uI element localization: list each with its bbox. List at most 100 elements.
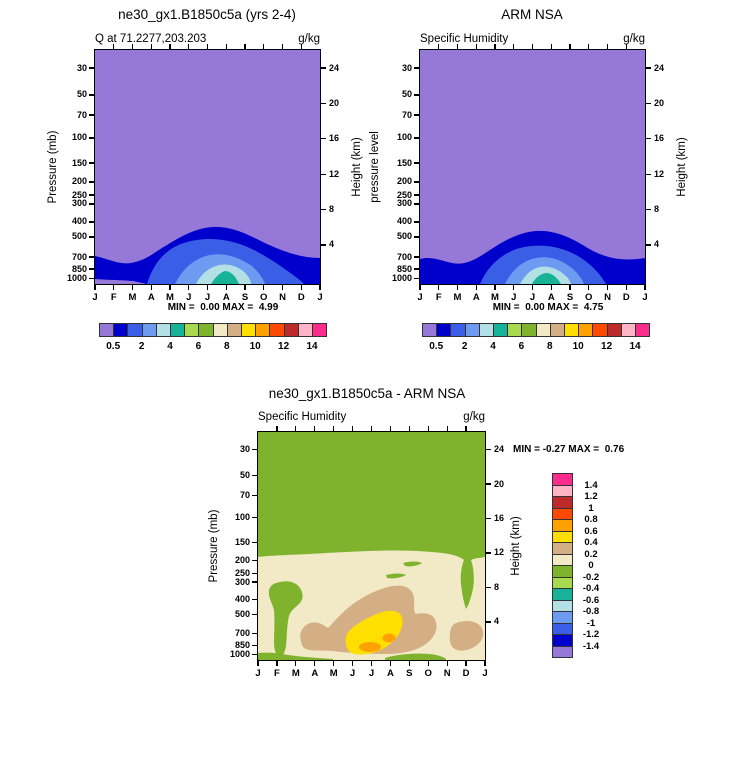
month-label: N <box>604 292 611 303</box>
month-label: J <box>511 292 517 303</box>
top-axis-tick <box>513 44 515 50</box>
pressure-tick <box>414 277 420 279</box>
month-label: J <box>317 292 323 303</box>
height-tick <box>485 621 491 623</box>
height-tick <box>645 208 651 211</box>
colorbar-cell <box>478 323 494 337</box>
colorbar-cell <box>549 323 565 337</box>
colorbar-label: 0.4 <box>584 537 598 548</box>
height-tick-label: 12 <box>494 547 505 558</box>
pressure-tick-label: 200 <box>71 176 87 187</box>
colorbar-label: -1 <box>586 617 596 629</box>
obs-units-label: g/kg <box>623 33 645 45</box>
top-axis-tick <box>550 44 552 50</box>
contour-band-neg-strip-bottom-left <box>258 652 333 660</box>
pressure-tick-label: 700 <box>71 251 87 262</box>
colorbar-label: 2 <box>138 341 145 352</box>
obs-minmax-label: MIN = 0.00 MAX = 4.75 <box>492 302 604 313</box>
top-axis-tick <box>188 44 190 50</box>
colorbar-label: 0.5 <box>106 341 121 352</box>
month-label: A <box>547 292 555 303</box>
month-tick <box>475 284 477 290</box>
pressure-tick-label: 300 <box>234 576 250 587</box>
month-tick <box>263 284 265 290</box>
month-tick <box>513 284 515 290</box>
pressure-tick <box>89 94 95 96</box>
obs-contour-plot <box>420 50 645 284</box>
month-tick <box>319 284 321 290</box>
month-tick <box>281 284 284 290</box>
month-tick <box>257 660 259 666</box>
diff-subtitle-row: Specific Humidity g/kg <box>258 411 485 423</box>
height-tick-label: 24 <box>654 62 665 73</box>
colorbar-cell <box>170 323 186 337</box>
contour-band-0.4-0.6 <box>345 610 403 655</box>
pressure-tick-label: 100 <box>396 132 412 143</box>
month-label: J <box>255 668 261 679</box>
month-label: M <box>453 292 462 303</box>
contour-band-0.6-0.8-a <box>359 642 381 652</box>
height-tick-label: 8 <box>654 204 660 215</box>
colorbar-label: -1.4 <box>582 640 600 652</box>
pressure-tick-label: 50 <box>401 89 412 100</box>
top-axis-tick <box>263 44 265 50</box>
contour-band-neg-blob-feb <box>268 581 303 658</box>
month-tick <box>484 660 486 666</box>
month-tick <box>314 660 316 666</box>
month-tick <box>588 284 590 290</box>
pressure-tick <box>89 203 95 205</box>
month-tick <box>419 284 421 290</box>
colorbar-cell <box>493 323 509 337</box>
diff-variable-label: Specific Humidity <box>258 411 347 423</box>
colorbar-label: 12 <box>601 341 613 352</box>
height-tick-label: 8 <box>494 581 500 592</box>
contour-band-neg-sliver-1 <box>403 561 422 567</box>
month-tick <box>300 284 302 290</box>
colorbar-cell <box>592 323 608 337</box>
top-axis-tick <box>446 426 448 432</box>
height-tick-label: 16 <box>494 513 505 523</box>
model-subtitle-row: Q at 71.2277,203.203 g/kg <box>95 33 320 45</box>
pressure-tick-label: 850 <box>396 263 412 274</box>
top-axis-tick <box>531 44 534 50</box>
colorbar-label: 10 <box>249 341 261 352</box>
pressure-tick-label: 70 <box>76 109 87 120</box>
month-tick <box>644 284 646 290</box>
top-axis-tick <box>427 426 429 432</box>
pressure-tick-label: 400 <box>71 216 87 227</box>
top-axis-tick <box>281 44 284 50</box>
diff-minmax-label: MIN = -0.27 MAX = 0.76 <box>513 444 625 455</box>
model-contour-plot <box>95 50 320 284</box>
diff-units-label: g/kg <box>463 411 485 423</box>
height-tick-label: 16 <box>654 133 665 144</box>
pressure-tick <box>414 181 420 183</box>
colorbar-label: 1 <box>588 502 594 514</box>
month-tick <box>131 284 134 290</box>
month-label: J <box>482 668 488 679</box>
pressure-tick-label: 250 <box>234 567 250 578</box>
month-tick <box>408 660 410 666</box>
colorbar-cell <box>507 323 523 337</box>
month-tick <box>389 660 391 666</box>
height-tick <box>645 173 651 175</box>
month-label: J <box>92 292 98 303</box>
colorbar-label: 14 <box>629 341 641 352</box>
colorbar-cell <box>450 323 466 337</box>
colorbar-label: 1.4 <box>584 479 598 491</box>
month-label: N <box>279 292 286 303</box>
pressure-tick-label: 250 <box>396 189 412 200</box>
month-tick <box>188 284 190 290</box>
colorbar-cell <box>241 323 257 337</box>
height-tick-label: 20 <box>494 478 505 489</box>
pressure-tick-label: 1000 <box>66 272 87 283</box>
pressure-tick-label: 150 <box>71 157 87 168</box>
month-label: O <box>585 292 593 303</box>
pressure-tick <box>252 494 258 496</box>
height-tick-label: 12 <box>654 168 665 179</box>
top-axis-tick <box>314 426 316 432</box>
colorbar-label: -0.2 <box>582 571 600 583</box>
pressure-tick-label: 500 <box>396 231 412 242</box>
height-tick <box>485 517 491 520</box>
height-tick-label: 4 <box>494 616 500 627</box>
height-tick <box>485 552 491 554</box>
